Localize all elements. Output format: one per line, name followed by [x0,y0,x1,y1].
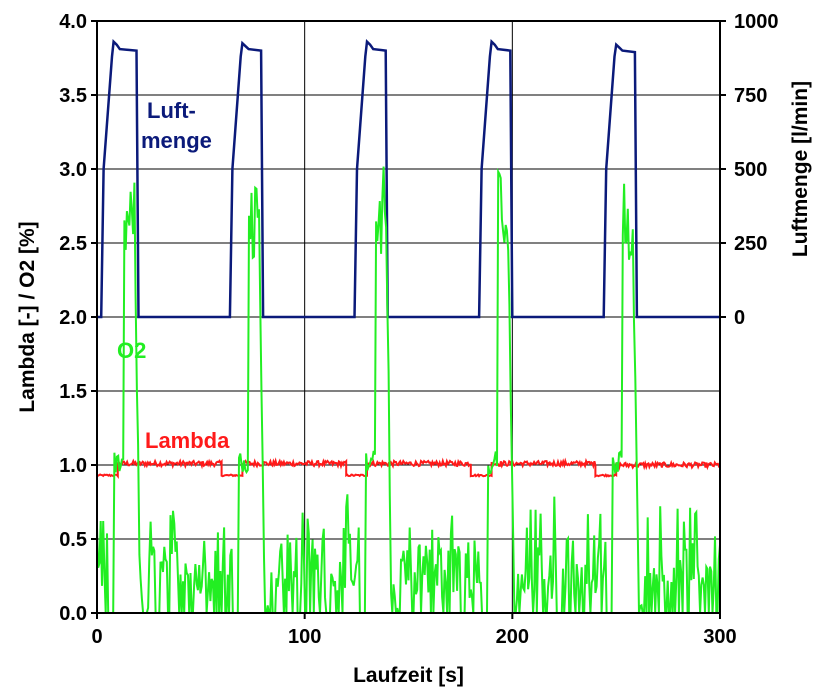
y-axis-left-title: Lambda [-] / O2 [%] [16,221,39,412]
axis-ticks: 0.0 0.5 1.0 1.5 2.0 2.5 3.0 3.5 4.0 0 250 500 750 100… [59,11,778,648]
series-luftmenge [97,39,720,319]
series-o2 [96,166,721,614]
y-right-tick-label: 750 [734,85,767,107]
series-lambda [96,457,721,479]
luftmenge-line [97,39,720,319]
y-left-tick-label: 0.5 [59,529,87,551]
annotation-luftmenge-line2: menge [141,128,212,153]
x-tick-label: 200 [496,626,529,648]
annotation-o2: O2 [117,338,146,363]
y-right-tick-label: 1000 [734,11,779,33]
y-left-tick-label: 4.0 [59,11,87,33]
y-left-tick-label: 2.0 [59,307,87,329]
y-left-tick-label: 3.5 [59,85,87,107]
annotation-lambda: Lambda [145,428,230,453]
lambda-line [96,457,721,479]
x-tick-label: 300 [703,626,736,648]
o2-line [96,166,721,614]
annotation-luftmenge-line1: Luft- [147,98,196,123]
y-right-tick-label: 0 [734,307,745,329]
x-tick-label: 100 [288,626,321,648]
y-left-tick-label: 3.0 [59,159,87,181]
x-tick-label: 0 [91,626,102,648]
y-left-tick-label: 1.5 [59,381,87,403]
y-axis-right-title: Luftmenge [l/min] [789,81,812,257]
y-right-tick-label: 250 [734,233,767,255]
y-left-tick-label: 0.0 [59,603,87,625]
y-left-tick-label: 2.5 [59,233,87,255]
y-right-tick-label: 500 [734,159,767,181]
y-left-tick-label: 1.0 [59,455,87,477]
x-axis-title: Laufzeit [s] [353,664,464,687]
